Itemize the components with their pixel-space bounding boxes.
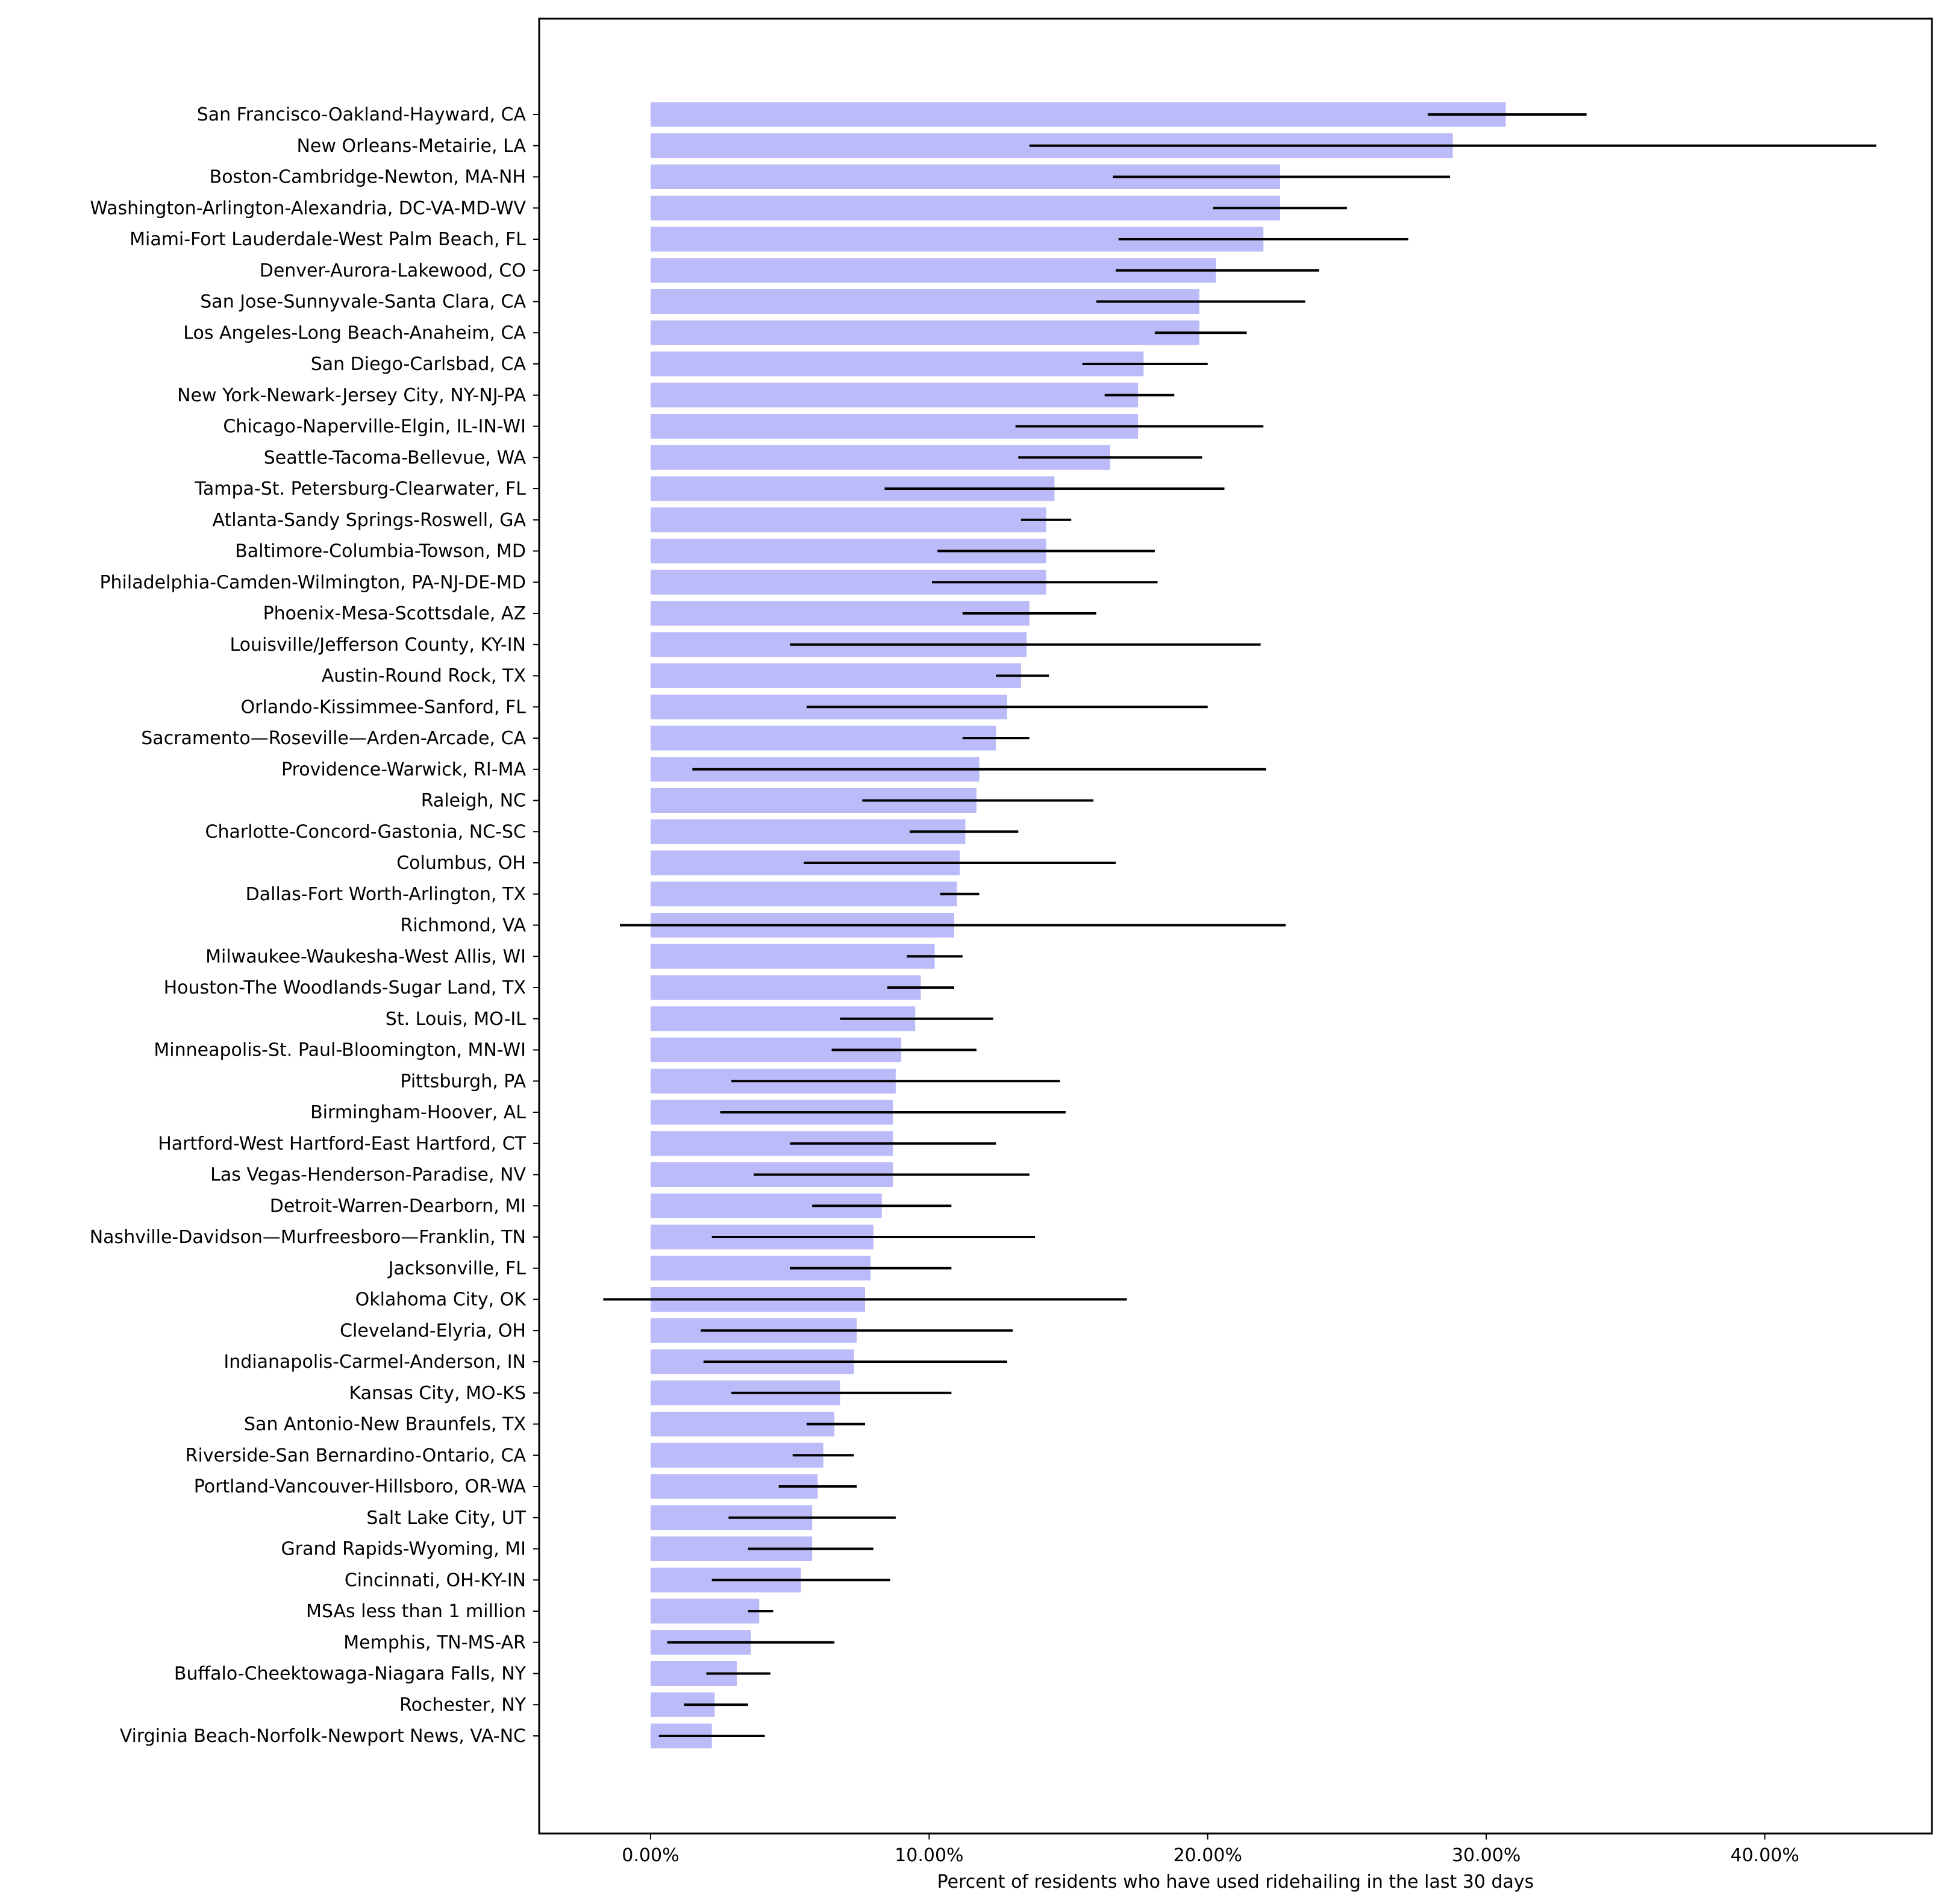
category-label: Austin-Round Rock, TX [322, 666, 526, 687]
category-label: Houston-The Woodlands-Sugar Land, TX [164, 977, 526, 998]
category-label: Buffalo-Cheektowaga-Niagara Falls, NY [174, 1664, 527, 1685]
category-label: New York-Newark-Jersey City, NY-NJ-PA [177, 385, 526, 406]
bar [650, 383, 1139, 408]
x-tick-label: 40.00% [1730, 1845, 1799, 1866]
bars-layer [650, 102, 1506, 1749]
category-label: Detroit-Warren-Dearborn, MI [270, 1195, 526, 1217]
category-label: Virginia Beach-Norfolk-Newport News, VA-… [120, 1726, 526, 1747]
category-label: San Diego-Carlsbad, CA [311, 354, 527, 375]
category-label: Louisville/Jefferson County, KY-IN [230, 634, 526, 656]
category-label: San Jose-Sunnyvale-Santa Clara, CA [200, 292, 526, 313]
category-label: Salt Lake City, UT [366, 1508, 526, 1529]
bar [650, 975, 921, 1000]
category-label: Providence-Warwick, RI-MA [281, 759, 526, 780]
x-tick-label: 0.00% [622, 1845, 679, 1866]
x-tick-label: 10.00% [895, 1845, 963, 1866]
category-label: Baltimore-Columbia-Towson, MD [235, 541, 526, 562]
category-label: Raleigh, NC [421, 791, 526, 812]
category-label: Hartford-West Hartford-East Hartford, CT [158, 1133, 526, 1154]
category-label: Tampa-St. Petersburg-Clearwater, FL [195, 478, 527, 499]
errorbars-layer [603, 113, 1877, 1737]
category-label: Indianapolis-Carmel-Anderson, IN [223, 1351, 526, 1373]
bar [650, 1599, 760, 1624]
category-label: Grand Rapids-Wyoming, MI [281, 1539, 526, 1560]
bar [650, 351, 1144, 377]
category-label: Cleveland-Elyria, OH [340, 1320, 526, 1341]
bar [650, 882, 957, 907]
bar [650, 507, 1046, 533]
bar [650, 195, 1280, 221]
category-label: Miami-Fort Lauderdale-West Palm Beach, F… [130, 229, 526, 250]
category-label: Portland-Vancouver-Hillsboro, OR-WA [194, 1476, 527, 1497]
category-label: MSAs less than 1 million [306, 1601, 526, 1622]
category-label: Atlanta-Sandy Springs-Roswell, GA [213, 510, 527, 531]
category-label: Memphis, TN-MS-AR [343, 1632, 526, 1653]
category-label: Dallas-Fort Worth-Arlington, TX [246, 884, 526, 905]
category-label: St. Louis, MO-IL [386, 1009, 526, 1030]
bar [650, 320, 1199, 345]
bar [650, 663, 1021, 688]
category-label: Philadelphia-Camden-Wilmington, PA-NJ-DE… [99, 572, 526, 593]
category-label: Denver-Aurora-Lakewood, CO [260, 260, 526, 281]
category-label: Orlando-Kissimmee-Sanford, FL [241, 697, 527, 718]
category-label: Columbus, OH [396, 853, 526, 874]
category-label: San Francisco-Oakland-Hayward, CA [197, 104, 527, 125]
bar [650, 944, 935, 969]
category-label: Oklahoma City, OK [355, 1289, 527, 1311]
bar [650, 1412, 835, 1436]
category-label: Los Angeles-Long Beach-Anaheim, CA [183, 322, 526, 343]
x-tick-label: 30.00% [1452, 1845, 1520, 1866]
category-label: Phoenix-Mesa-Scottsdale, AZ [263, 603, 526, 624]
category-label: Kansas City, MO-KS [349, 1383, 526, 1404]
category-label: Riverside-San Bernardino-Ontario, CA [186, 1445, 527, 1466]
x-axis-ticks: 0.00% 10.00% 20.00% 30.00% 40.00% [622, 1834, 1799, 1866]
category-label: Pittsburgh, PA [400, 1071, 526, 1092]
category-label: Boston-Cambridge-Newton, MA-NH [210, 167, 526, 188]
x-axis-label: Percent of residents who have used rideh… [937, 1871, 1534, 1893]
category-label: Milwaukee-Waukesha-West Allis, WI [205, 946, 526, 967]
category-label: Sacramento—Roseville—Arden-Arcade, CA [141, 728, 526, 749]
category-labels: San Francisco-Oakland-Hayward, CA New Orl… [90, 104, 539, 1747]
category-label: San Antonio-New Braunfels, TX [244, 1414, 526, 1435]
bar [650, 725, 996, 751]
category-label: Seattle-Tacoma-Bellevue, WA [264, 447, 527, 468]
category-label: Washington-Arlington-Alexandria, DC-VA-M… [90, 198, 526, 219]
category-label: Richmond, VA [400, 915, 526, 936]
category-label: Cincinnati, OH-KY-IN [345, 1570, 526, 1591]
category-label: Minneapolis-St. Paul-Bloomington, MN-WI [154, 1040, 526, 1061]
x-tick-label: 20.00% [1174, 1845, 1242, 1866]
category-label: Rochester, NY [399, 1694, 527, 1715]
category-label: Las Vegas-Henderson-Paradise, NV [210, 1165, 526, 1186]
category-label: New Orleans-Metairie, LA [296, 136, 526, 157]
category-label: Jacksonville, FL [387, 1258, 527, 1279]
category-label: Nashville-Davidson—Murfreesboro—Franklin… [90, 1227, 526, 1248]
category-label: Chicago-Naperville-Elgin, IL-IN-WI [223, 416, 526, 437]
category-label: Birmingham-Hoover, AL [310, 1102, 526, 1123]
category-label: Charlotte-Concord-Gastonia, NC-SC [205, 821, 527, 842]
bar [650, 102, 1506, 127]
